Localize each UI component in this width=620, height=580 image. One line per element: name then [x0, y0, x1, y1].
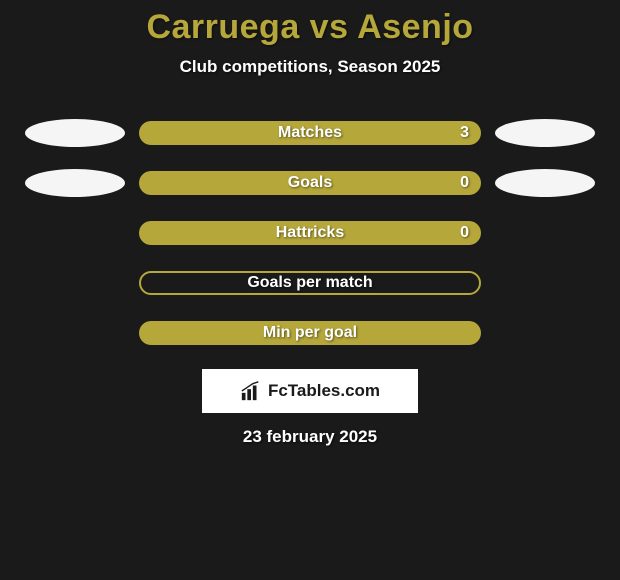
brand-box: FcTables.com: [202, 369, 418, 413]
date-label: 23 february 2025: [0, 427, 620, 447]
stat-label: Min per goal: [263, 324, 357, 342]
stat-value: 3: [460, 124, 469, 142]
stat-row: Min per goal: [0, 319, 620, 347]
stat-bar: Goals per match: [139, 271, 481, 295]
left-ellipse: [25, 169, 125, 197]
right-ellipse: [495, 169, 595, 197]
stat-value: 0: [460, 174, 469, 192]
subtitle: Club competitions, Season 2025: [0, 57, 620, 77]
brand-label: FcTables.com: [268, 381, 380, 401]
stat-label: Goals per match: [247, 274, 372, 292]
stat-value: 0: [460, 224, 469, 242]
stat-row: Matches 3: [0, 119, 620, 147]
bar-chart-icon: [240, 380, 262, 402]
stat-row: Goals per match: [0, 269, 620, 297]
stat-label: Goals: [288, 174, 332, 192]
stat-bar: Hattricks 0: [139, 221, 481, 245]
stat-row: Hattricks 0: [0, 219, 620, 247]
right-ellipse: [495, 119, 595, 147]
stat-rows: Matches 3 Goals 0 Hattricks 0 Goals per match M…: [0, 119, 620, 347]
stat-row: Goals 0: [0, 169, 620, 197]
stat-bar: Goals 0: [139, 171, 481, 195]
stat-label: Matches: [278, 124, 342, 142]
stat-label: Hattricks: [276, 224, 344, 242]
infographic-container: Carruega vs Asenjo Club competitions, Se…: [0, 0, 620, 447]
page-title: Carruega vs Asenjo: [0, 8, 620, 47]
stat-bar: Min per goal: [139, 321, 481, 345]
left-ellipse: [25, 119, 125, 147]
stat-bar: Matches 3: [139, 121, 481, 145]
